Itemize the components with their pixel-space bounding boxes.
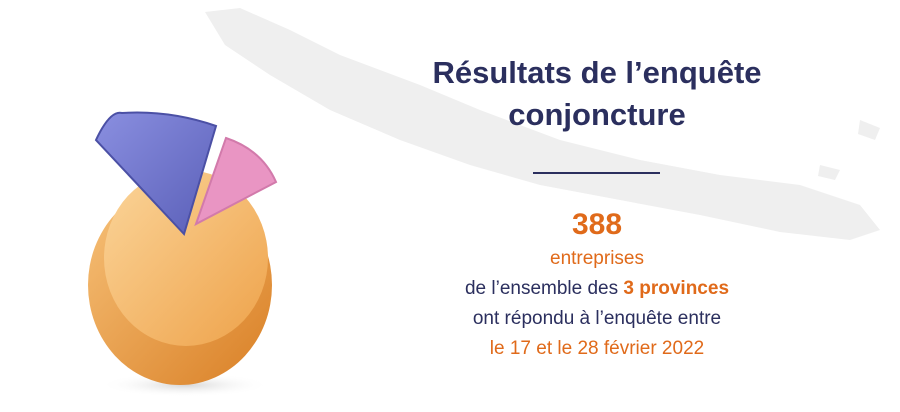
- scope-highlight: 3 provinces: [623, 278, 730, 299]
- unit: entreprises: [550, 248, 644, 269]
- title-line: conjoncture: [508, 97, 686, 132]
- response: ont répondu à l’enquête entre: [472, 308, 722, 329]
- title-line: Résultats de l’enquête: [432, 55, 762, 90]
- period: le 17 et le 28 février 2022: [489, 338, 705, 359]
- divider: [533, 172, 660, 174]
- map-island: [818, 165, 840, 180]
- scope: de l’ensemble des 3 provinces: [420, 274, 774, 304]
- title: Résultats de l’enquête conjoncture: [420, 52, 774, 136]
- pie-wedge-pink: [194, 136, 278, 227]
- pie-shadow: [100, 373, 270, 397]
- map-island: [858, 120, 880, 140]
- pie-top: [104, 170, 268, 346]
- scope-prefix: de l’ensemble des: [464, 278, 619, 299]
- count: 388: [571, 208, 623, 241]
- map-shape: [205, 8, 880, 240]
- stats: 388 entreprises de l’ensemble des 3 prov…: [420, 206, 774, 364]
- pie-wedge-blue: [94, 111, 218, 236]
